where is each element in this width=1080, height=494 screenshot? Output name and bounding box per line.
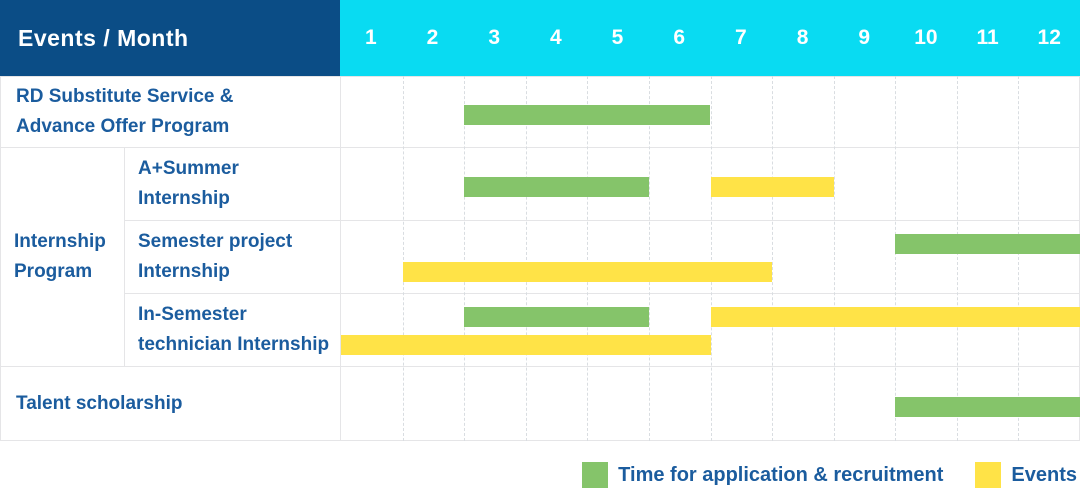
grid-line-month-divider <box>587 76 588 441</box>
bar-application-months-3-5 <box>464 307 649 327</box>
grid-line-month-divider <box>957 76 958 441</box>
row-label-line: Internship <box>138 187 230 209</box>
bar-application-months-3-5 <box>464 177 649 197</box>
legend: Time for application & recruitment Event… <box>582 461 1077 489</box>
row-label-rd-substitute-service: RD Substitute Service & Advance Offer Pro… <box>0 76 340 147</box>
grid-line-horizontal <box>124 293 1080 294</box>
row-label-talent-scholarship: Talent scholarship <box>0 366 340 441</box>
grid-line-month-divider <box>895 76 896 441</box>
month-header-8: 8 <box>796 26 809 49</box>
grid-line-vertical <box>340 76 341 441</box>
grid-line-horizontal <box>0 147 1080 148</box>
grid-line-horizontal <box>0 76 1080 77</box>
grid-line-month-divider <box>834 76 835 441</box>
bar-application-months-3-6 <box>464 105 711 125</box>
events-legend-label: Events <box>1011 463 1077 486</box>
grid-line-month-divider <box>464 76 465 441</box>
month-header-row: 1 2 3 4 5 6 7 8 9 10 11 12 <box>340 0 1080 76</box>
table-header: Events / Month 1 2 3 4 5 6 7 8 9 10 11 12 <box>0 0 1080 76</box>
row-label-line: Internship <box>14 230 106 252</box>
row-label-line: In-Semester <box>138 303 247 325</box>
bar-event-months-2-7 <box>402 262 773 282</box>
grid-line-vertical <box>0 76 1 441</box>
month-header-2: 2 <box>426 26 439 49</box>
grid-line-vertical <box>124 147 125 366</box>
row-label-line: Program <box>14 260 93 282</box>
grid-line-horizontal <box>0 440 1080 441</box>
bar-event-months-1-6 <box>341 335 711 355</box>
grid-line-month-divider <box>1018 76 1019 441</box>
row-label-line: Internship <box>138 260 230 282</box>
header-events-month-cell: Events / Month <box>0 0 340 76</box>
row-label-in-semester-technician-internship: In-Semester technician Internship <box>124 293 340 366</box>
application-legend-label: Time for application & recruitment <box>618 463 944 486</box>
month-header-11: 11 <box>976 26 999 49</box>
grid-line-month-divider <box>649 76 650 441</box>
grid-line-month-divider <box>403 76 404 441</box>
row-label-line: Talent scholarship <box>16 392 183 414</box>
grid-line-horizontal <box>124 220 1080 221</box>
grid-line-horizontal <box>0 366 1080 367</box>
month-header-12: 12 <box>1037 26 1061 49</box>
row-group-label-internship-program: Internship Program <box>0 147 124 366</box>
grid-line-month-divider <box>772 76 773 441</box>
page-title: Events / Month <box>18 24 189 51</box>
row-label-semester-project-internship: Semester project Internship <box>124 220 340 293</box>
bar-application-months-10-12 <box>895 397 1080 417</box>
row-label-line: technician Internship <box>138 333 330 355</box>
month-header-4: 4 <box>550 26 562 49</box>
bar-event-months-7-8 <box>710 177 834 197</box>
bar-event-months-7-12 <box>710 307 1080 327</box>
row-label-a-plus-summer-internship: A+Summer Internship <box>124 147 340 220</box>
bar-application-months-10-12 <box>895 234 1080 254</box>
row-label-line: Semester project <box>138 230 293 252</box>
month-header-7: 7 <box>735 26 747 49</box>
month-header-5: 5 <box>611 26 624 49</box>
month-header-1: 1 <box>364 26 377 49</box>
month-header-9: 9 <box>858 26 871 49</box>
row-label-line: A+Summer <box>138 157 239 179</box>
application-legend-swatch <box>582 462 609 488</box>
grid-line-month-divider <box>711 76 712 441</box>
row-label-line: Advance Offer Program <box>16 115 230 137</box>
month-header-3: 3 <box>488 26 501 49</box>
grid-line-month-divider <box>526 76 527 441</box>
month-header-6: 6 <box>673 26 686 49</box>
row-label-line: RD Substitute Service & <box>16 85 234 107</box>
events-legend-swatch <box>975 462 1002 488</box>
month-header-10: 10 <box>914 26 938 49</box>
